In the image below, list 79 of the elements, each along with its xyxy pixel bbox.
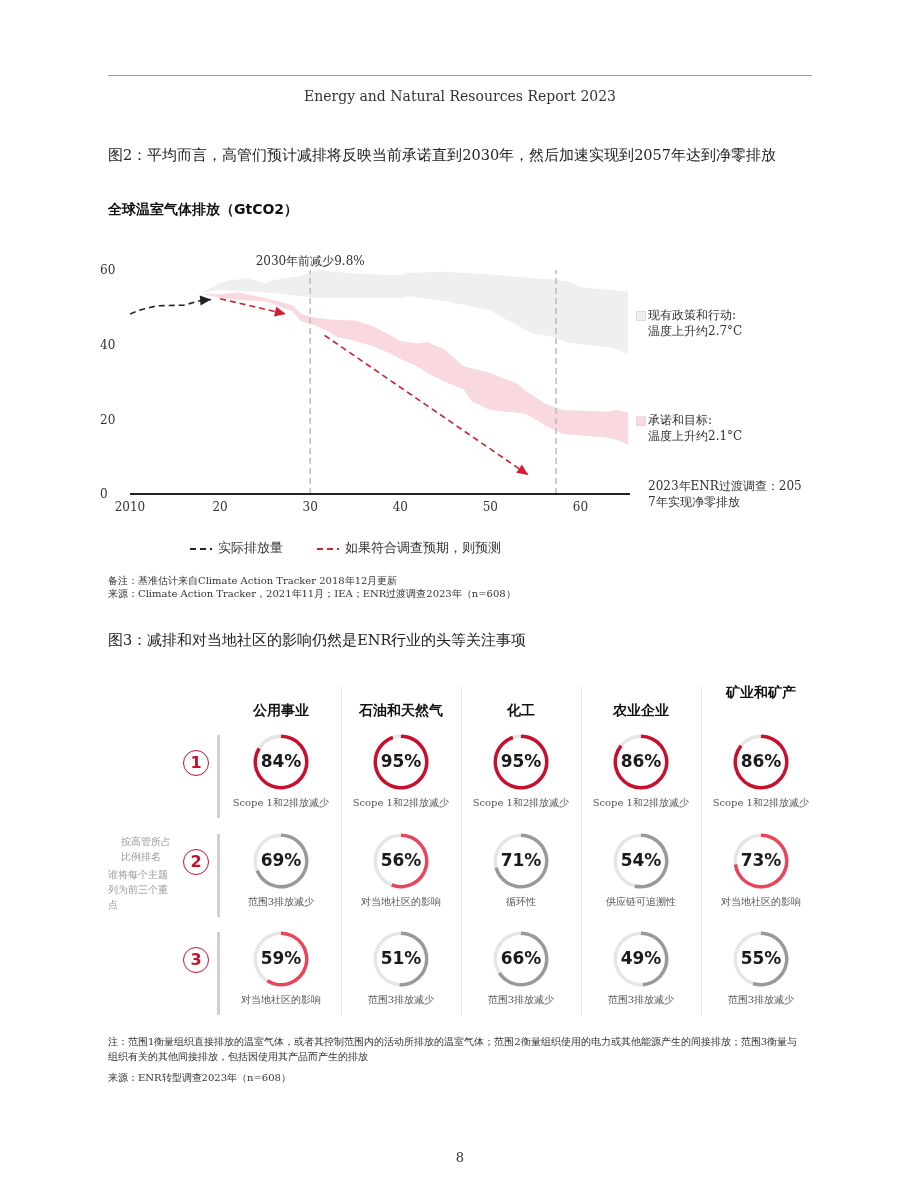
data-label: 84% xyxy=(259,751,303,771)
legend-label: 承诺和目标: 温度上升约2.1°C xyxy=(648,412,743,445)
chart-title: 图2：平均而言，高管们预计减排将反映当前承诺直到2030年，然后加速实现到2057年达到净零排放 xyxy=(108,146,777,165)
donut-slice xyxy=(733,833,789,889)
text: 2023年ENR过渡调查：2057年实现净零排放 xyxy=(648,478,803,510)
data-label: 49% xyxy=(619,948,663,968)
donut-slice xyxy=(497,931,549,987)
x-tick-label: 20 xyxy=(212,499,228,514)
donut-slice xyxy=(739,734,761,747)
slice-label: 范围3排放减少 xyxy=(606,993,676,1007)
data-label: 69% xyxy=(259,850,303,870)
chart-title: 农业企业 xyxy=(612,702,670,720)
legend-label: 实际排放量 xyxy=(218,540,283,557)
text: Energy and Natural Resources Report 2023 xyxy=(302,88,617,104)
slice-label: 供应链可追溯性 xyxy=(605,895,677,909)
slice-label: 对当地社区的影响 xyxy=(720,895,802,909)
data-label: 95% xyxy=(379,751,423,771)
data-label: 86% xyxy=(739,751,783,771)
donut-slice xyxy=(512,734,521,740)
x-tick-label: 40 xyxy=(392,499,408,514)
donut-slice xyxy=(613,734,669,790)
donut-slice xyxy=(493,734,549,790)
donut-slice xyxy=(494,833,549,889)
source-note: 来源：Climate Action Tracker，2021年11月；IEA；ENR过渡调查2023年（n=608） xyxy=(108,587,516,600)
donut-slice xyxy=(253,734,309,790)
y-tick-label: 20 xyxy=(100,412,116,427)
x-tick-label: 30 xyxy=(302,499,318,514)
donut-slice xyxy=(373,734,429,790)
text: 备注：基准估计来自Climate Action Tracker 2018年12月更新 xyxy=(108,574,399,587)
data-label: 71% xyxy=(499,850,543,870)
slice-label: 范围3排放减少 xyxy=(726,993,796,1007)
chart-title: 矿业和矿产 xyxy=(724,684,797,702)
text: 1 xyxy=(189,753,203,772)
donut-slice xyxy=(255,833,309,889)
text: 谁将每个主题列为前三个重点 xyxy=(108,868,169,912)
slice-label: 范围3排放减少 xyxy=(246,895,316,909)
chart-title: 化工 xyxy=(506,702,536,720)
data-label: 59% xyxy=(259,948,303,968)
legend-label: 现有政策和行动: 温度上升约2.7°C xyxy=(648,306,743,339)
slice-label: 范围3排放减少 xyxy=(486,993,556,1007)
donut-slice xyxy=(392,734,401,740)
text: 按高管所占比例排名 xyxy=(121,835,172,864)
slice-label: Scope 1和2排放减少 xyxy=(471,796,571,810)
data-label: 51% xyxy=(379,948,423,968)
data-label: 66% xyxy=(499,948,543,968)
data-label: 86% xyxy=(619,751,663,771)
slice-label: Scope 1和2排放减少 xyxy=(351,796,451,810)
slice-label: Scope 1和2排放减少 xyxy=(231,796,331,810)
text: 8 xyxy=(454,1150,466,1165)
ref-line-label: 2030年前减少9.8% xyxy=(255,254,365,268)
y-tick-label: 40 xyxy=(100,337,116,352)
data-label: 54% xyxy=(619,850,663,870)
slice-label: Scope 1和2排放减少 xyxy=(591,796,691,810)
x-tick-label: 60 xyxy=(572,499,589,514)
slice-label: Scope 1和2排放减少 xyxy=(711,796,811,810)
donut-slice xyxy=(733,734,789,790)
donut-slice xyxy=(619,734,641,747)
x-tick-label: 50 xyxy=(482,499,498,514)
chart-title: 石油和天然气 xyxy=(358,702,444,720)
chart-subtitle: 全球温室气体排放（GtCO2） xyxy=(108,201,299,219)
slice-label: 循环性 xyxy=(505,895,537,909)
data-label: 73% xyxy=(739,850,783,870)
legend-label: 如果符合调查预期，则预测 xyxy=(345,540,501,557)
slice-label: 范围3排放减少 xyxy=(366,993,436,1007)
source-note: 来源：ENR转型调查2023年（n=608） xyxy=(108,1071,291,1085)
donut-slice xyxy=(257,734,281,750)
y-tick-label: 60 xyxy=(100,263,116,278)
data-label: 56% xyxy=(379,850,423,870)
x-tick-label: 2010 xyxy=(114,499,146,514)
data-label: 55% xyxy=(739,948,783,968)
chart-title: 公用事业 xyxy=(252,702,310,720)
slice-label: 对当地社区的影响 xyxy=(360,895,442,909)
y-tick-label: 0 xyxy=(100,487,108,502)
data-label: 95% xyxy=(499,751,543,771)
slice-label: 对当地社区的影响 xyxy=(240,993,322,1007)
text: 注：范围1衡量组织直接排放的温室气体，或者其控制范围内的活动所排放的温室气体；范围2衡量组织使用的电力或其他能源产生的间接排放；范围3衡量与组织有关的其他间接排放，包括因使用其产品而产生的排放 xyxy=(108,1035,799,1064)
text: 3 xyxy=(189,950,203,969)
text: 2 xyxy=(189,852,203,871)
text: 图3：减排和对当地社区的影响仍然是ENR行业的头等关注事项 xyxy=(108,631,527,650)
